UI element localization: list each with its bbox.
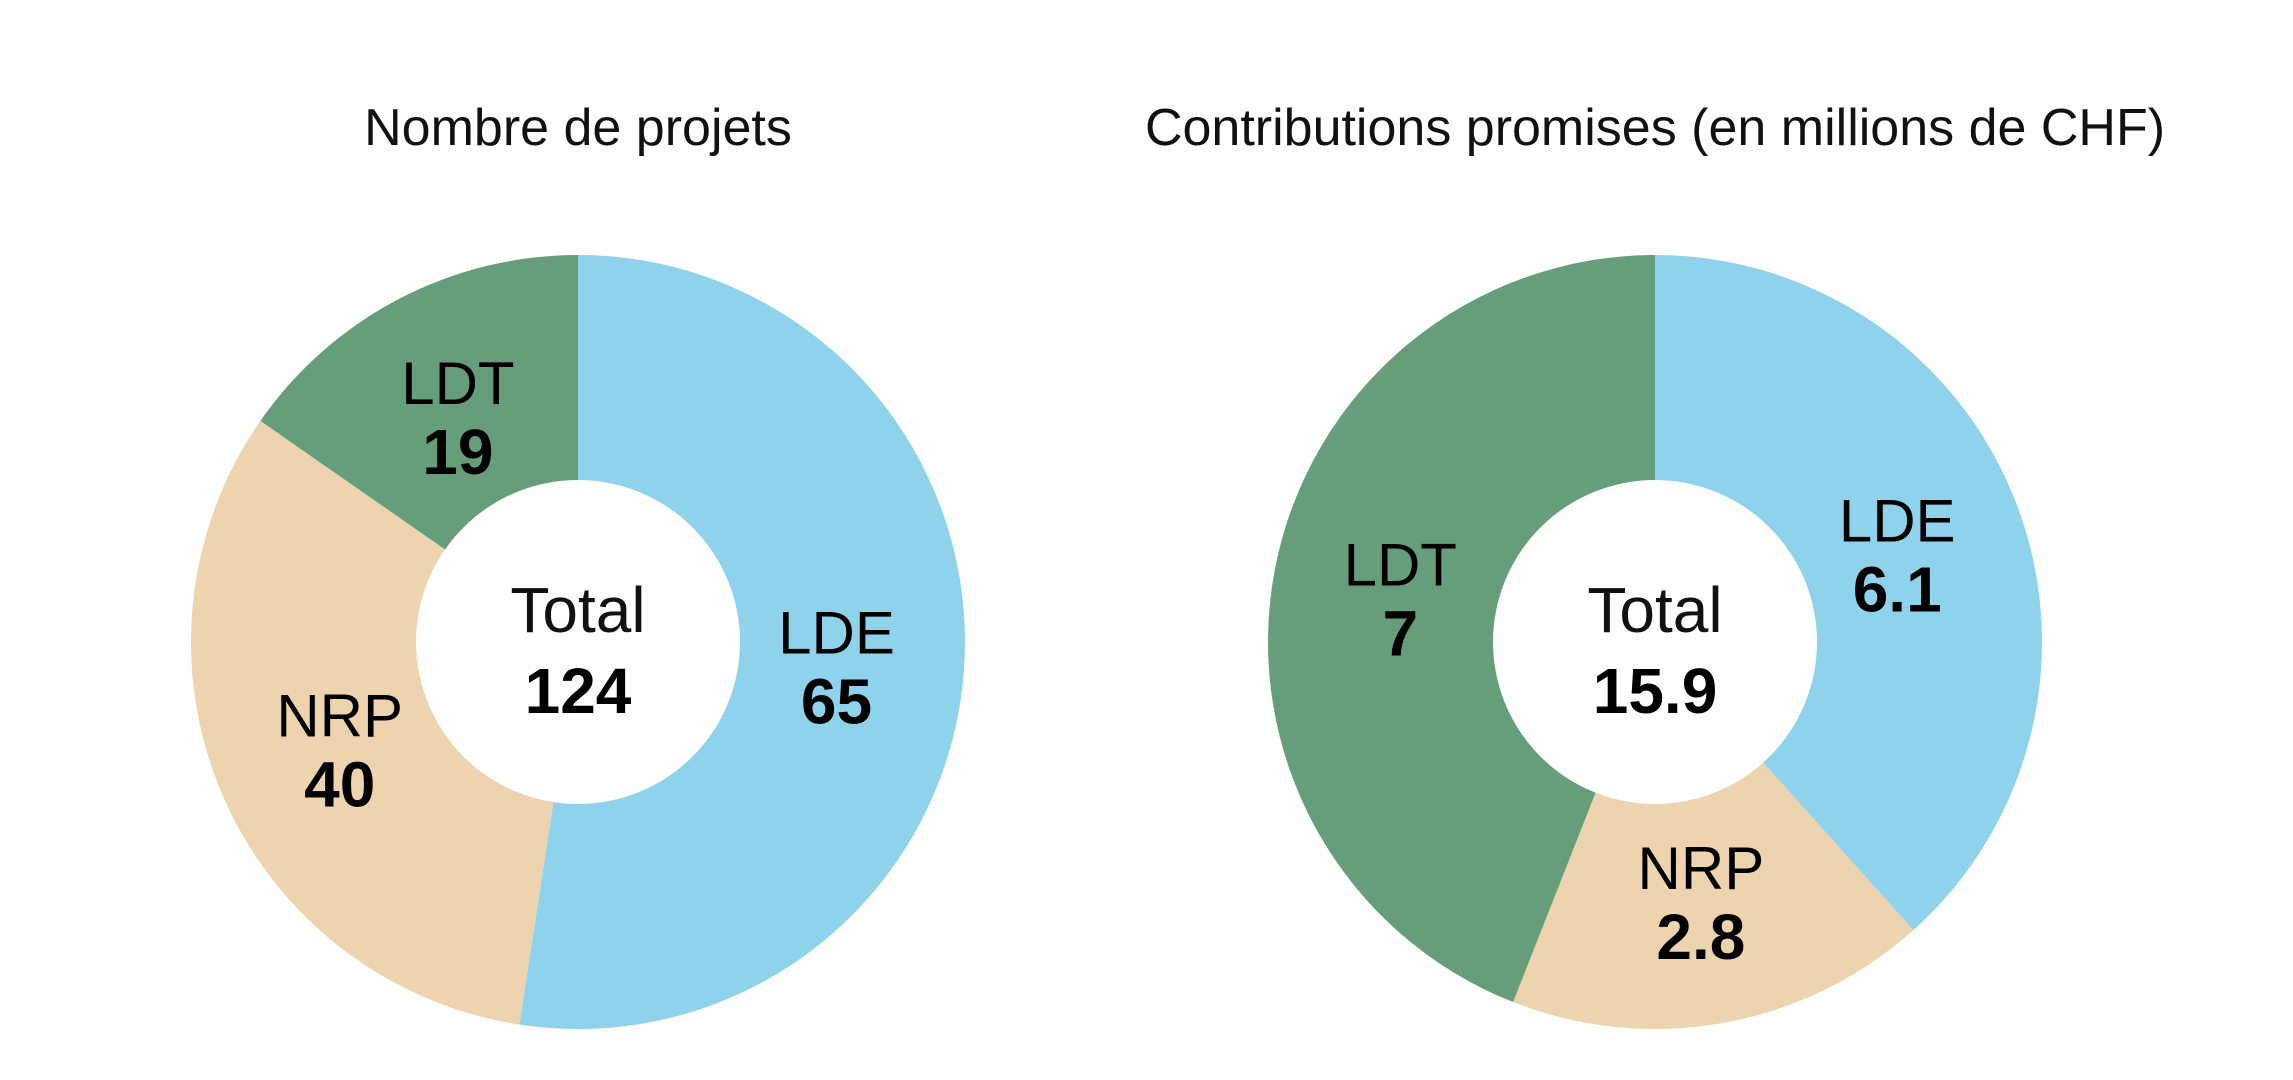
slice-label-lde: LDE xyxy=(1839,487,1956,554)
slice-label-lde: LDE xyxy=(778,600,895,667)
projects-count-chart: Nombre de projets Total 124 LDE65NRP40LD… xyxy=(190,99,965,1029)
chart-title: Nombre de projets xyxy=(364,99,792,157)
slices-group xyxy=(1267,255,2042,1030)
slice-value-nrp: 2.8 xyxy=(1656,901,1745,973)
slice-value-lde: 65 xyxy=(801,666,872,738)
donut-hole xyxy=(416,480,740,804)
slice-value-nrp: 40 xyxy=(304,748,375,820)
slice-nrp xyxy=(190,420,578,1025)
donut-hole xyxy=(1493,480,1817,804)
slice-nrp xyxy=(1513,642,1914,1030)
center-total-label: Total xyxy=(1587,574,1722,646)
slice-value-ldt: 19 xyxy=(422,416,493,488)
slice-label-ldt: LDT xyxy=(1344,532,1457,599)
slice-label-nrp: NRP xyxy=(276,682,403,749)
center-total-value: 124 xyxy=(525,655,632,727)
slice-label-nrp: NRP xyxy=(1638,835,1765,902)
chart-title: Contributions promises (en millions de C… xyxy=(1145,99,2165,157)
center-total-label: Total xyxy=(510,574,645,646)
center-total-value: 15.9 xyxy=(1593,655,1718,727)
slice-ldt xyxy=(1267,255,1655,1003)
slice-lde xyxy=(519,255,965,1029)
slice-label-ldt: LDT xyxy=(401,350,514,417)
slice-value-ldt: 7 xyxy=(1383,598,1419,670)
contributions-chart: Contributions promises (en millions de C… xyxy=(1145,99,2165,1030)
slice-lde xyxy=(1655,255,2042,931)
slice-value-lde: 6.1 xyxy=(1853,553,1942,625)
